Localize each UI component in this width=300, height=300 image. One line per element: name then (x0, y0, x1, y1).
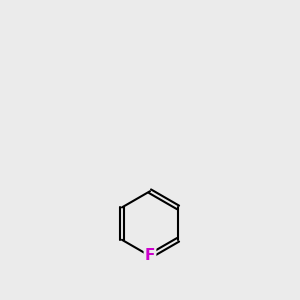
Text: F: F (145, 248, 155, 263)
